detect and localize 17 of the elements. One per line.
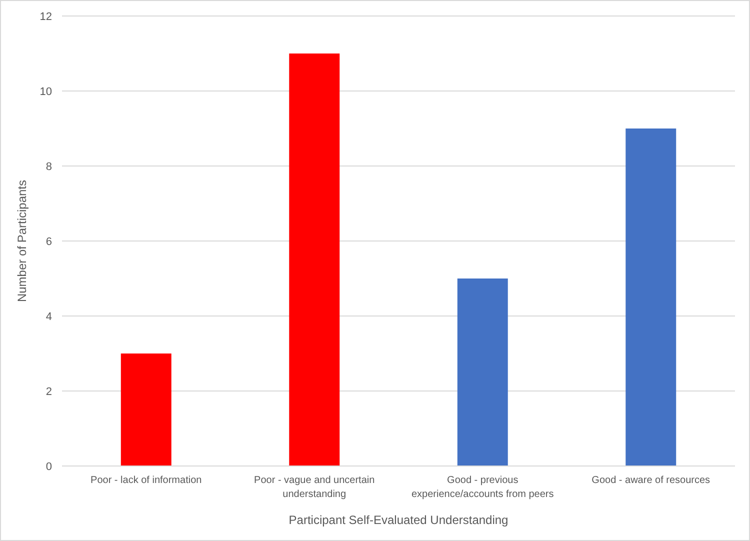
y-axis-title: Number of Participants (15, 180, 29, 302)
x-tick-label: Good - previous experience/accounts from peers (411, 475, 554, 500)
x-axis-title: Participant Self-Evaluated Understanding (288, 513, 508, 527)
y-tick-label: 4 (46, 310, 52, 323)
bar (457, 278, 508, 466)
x-tick-label: Poor - lack of information (90, 475, 202, 486)
y-tick-label: 8 (46, 160, 52, 173)
x-tick-label: Poor - vague and uncertain understanding (254, 475, 375, 500)
y-tick-label: 12 (40, 10, 52, 23)
y-tick-label: 2 (46, 386, 52, 398)
y-tick-label: 6 (46, 236, 52, 248)
y-tick-label: 0 (46, 460, 52, 473)
x-tick-label: Good - aware of resources (592, 475, 710, 486)
bar (289, 54, 340, 466)
bar (120, 354, 172, 466)
bar (626, 128, 676, 466)
y-tick-label: 10 (40, 86, 52, 98)
